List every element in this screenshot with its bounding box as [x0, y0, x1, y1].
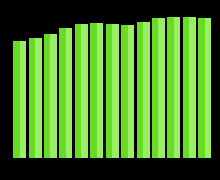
Bar	[143, 22, 150, 158]
Bar	[44, 34, 50, 158]
Bar	[13, 41, 20, 158]
Bar	[59, 28, 66, 158]
Bar	[158, 18, 165, 158]
Bar	[20, 41, 26, 158]
Bar	[198, 18, 205, 158]
Bar	[137, 22, 143, 158]
Bar	[29, 38, 35, 158]
Bar	[205, 18, 211, 158]
Bar	[81, 24, 88, 158]
Bar	[152, 18, 158, 158]
Bar	[35, 38, 42, 158]
Bar	[106, 24, 112, 158]
Bar	[112, 24, 119, 158]
Bar	[167, 17, 174, 158]
Bar	[189, 17, 196, 158]
Bar	[97, 23, 103, 158]
Bar	[128, 25, 134, 158]
Bar	[90, 23, 97, 158]
Bar	[75, 24, 81, 158]
Bar	[50, 34, 57, 158]
Bar	[66, 28, 72, 158]
Bar	[183, 17, 189, 158]
Bar	[121, 25, 128, 158]
Bar	[174, 17, 180, 158]
